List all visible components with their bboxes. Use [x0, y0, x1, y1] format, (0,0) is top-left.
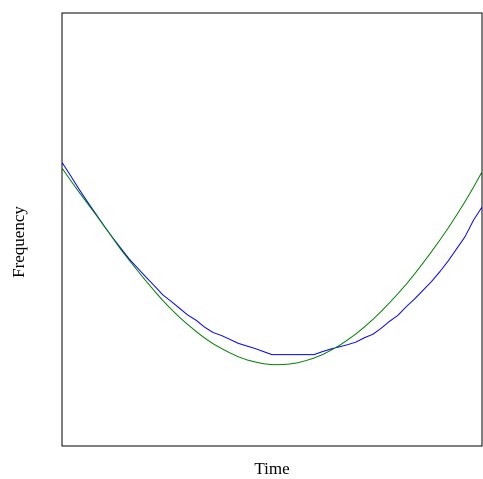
- y-axis-label: Frequency: [9, 206, 28, 278]
- series-line-2: [61, 167, 483, 366]
- x-axis-label: Time: [254, 459, 289, 478]
- series-layer: [61, 162, 483, 366]
- series-line-1: [61, 162, 483, 356]
- plot-frame: [61, 12, 483, 447]
